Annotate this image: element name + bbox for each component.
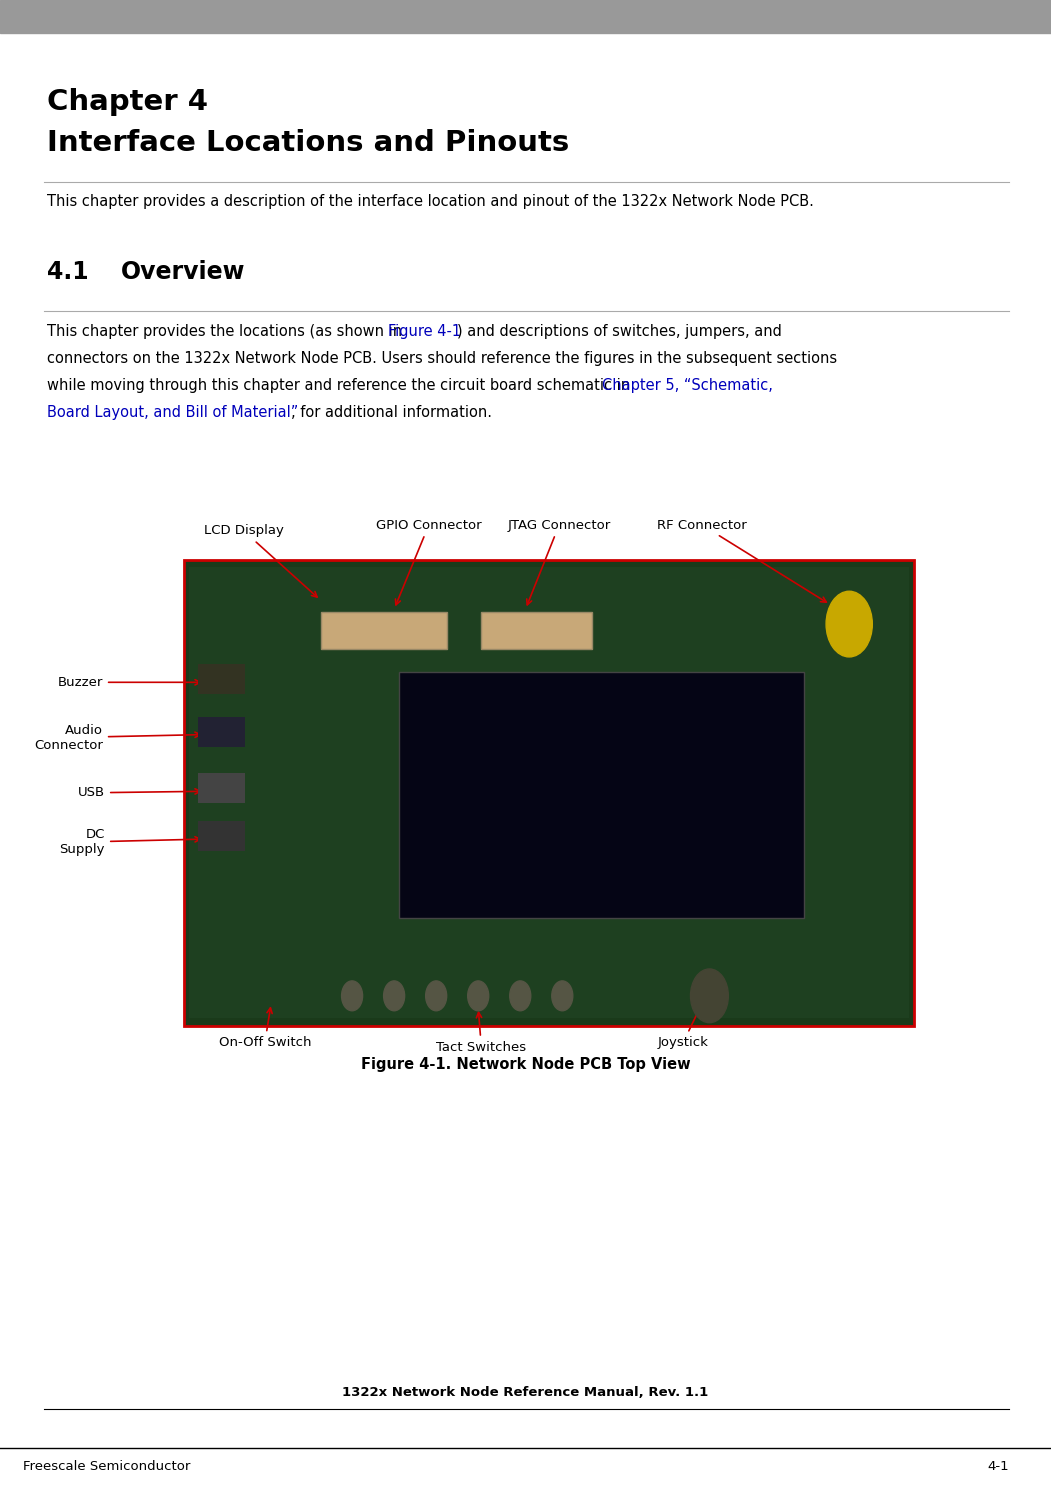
Text: 1322x Network Node Reference Manual, Rev. 1.1: 1322x Network Node Reference Manual, Rev…: [343, 1386, 708, 1399]
Bar: [184, 560, 914, 1026]
Text: , for additional information.: , for additional information.: [291, 405, 492, 420]
Text: Buzzer: Buzzer: [58, 676, 201, 688]
Bar: [0, 0, 1051, 33]
Bar: [198, 664, 245, 694]
Text: USB: USB: [78, 787, 201, 799]
Circle shape: [826, 591, 872, 657]
Text: connectors on the 1322x Network Node PCB. Users should reference the figures in : connectors on the 1322x Network Node PCB…: [47, 351, 838, 366]
Text: 4-1: 4-1: [987, 1460, 1009, 1474]
Text: Board Layout, and Bill of Material”: Board Layout, and Bill of Material”: [47, 405, 298, 420]
Bar: [399, 672, 804, 918]
Circle shape: [384, 981, 405, 1011]
Text: Tact Switches: Tact Switches: [436, 1012, 527, 1054]
Text: DC
Supply: DC Supply: [60, 829, 201, 855]
Text: On-Off Switch: On-Off Switch: [219, 1008, 311, 1050]
Circle shape: [468, 981, 489, 1011]
Text: Interface Locations and Pinouts: Interface Locations and Pinouts: [47, 128, 570, 157]
Text: JTAG Connector: JTAG Connector: [508, 518, 611, 605]
Circle shape: [552, 981, 573, 1011]
Bar: [189, 567, 909, 1018]
Text: This chapter provides the locations (as shown in: This chapter provides the locations (as …: [47, 324, 407, 339]
Text: GPIO Connector: GPIO Connector: [376, 518, 481, 605]
Bar: [198, 773, 245, 803]
Text: RF Connector: RF Connector: [657, 518, 826, 602]
Text: Overview: Overview: [121, 260, 245, 284]
Text: This chapter provides a description of the interface location and pinout of the : This chapter provides a description of t…: [47, 194, 815, 209]
Text: LCD Display: LCD Display: [204, 524, 317, 597]
Text: Audio
Connector: Audio Connector: [34, 724, 201, 751]
Text: 4.1: 4.1: [47, 260, 89, 284]
Text: Figure 4-1: Figure 4-1: [388, 324, 461, 339]
Circle shape: [691, 969, 728, 1023]
Circle shape: [426, 981, 447, 1011]
Bar: [198, 717, 245, 746]
Bar: [481, 612, 592, 649]
Text: Joystick: Joystick: [658, 1008, 708, 1050]
Text: while moving through this chapter and reference the circuit board schematic in: while moving through this chapter and re…: [47, 378, 635, 393]
Text: ) and descriptions of switches, jumpers, and: ) and descriptions of switches, jumpers,…: [457, 324, 782, 339]
Text: Chapter 4: Chapter 4: [47, 88, 208, 116]
Text: Freescale Semiconductor: Freescale Semiconductor: [23, 1460, 190, 1474]
Circle shape: [510, 981, 531, 1011]
Bar: [198, 821, 245, 851]
Text: Figure 4-1. Network Node PCB Top View: Figure 4-1. Network Node PCB Top View: [360, 1057, 691, 1072]
Bar: [321, 612, 447, 649]
Text: Chapter 5, “Schematic,: Chapter 5, “Schematic,: [602, 378, 774, 393]
Circle shape: [342, 981, 363, 1011]
